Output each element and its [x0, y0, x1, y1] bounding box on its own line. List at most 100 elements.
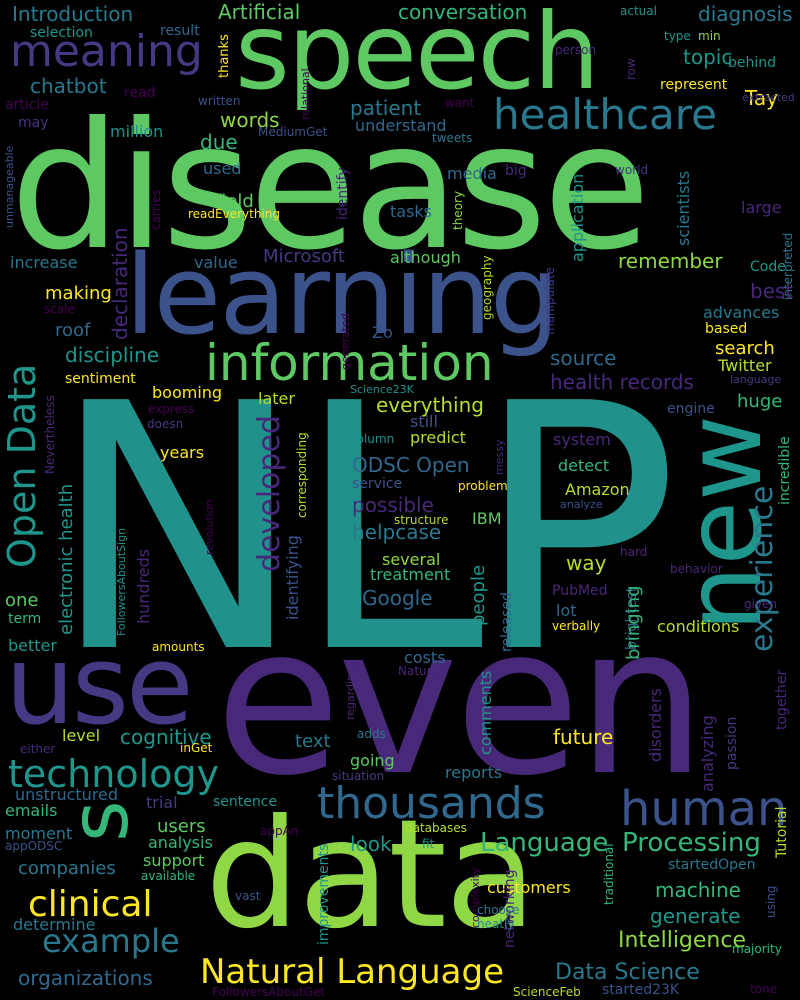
word-possible: possible: [352, 493, 434, 517]
word-situation: situation: [332, 769, 385, 783]
word-natural: Natural: [398, 664, 443, 678]
word-companies: companies: [18, 858, 116, 879]
word-tay: Tay: [745, 86, 778, 110]
word-improvements: improvements: [316, 843, 332, 945]
word-information: information: [205, 334, 494, 392]
word-still: still: [410, 412, 438, 431]
word-disease: disease: [10, 86, 651, 289]
word-bringing: bringing: [623, 585, 644, 661]
word-one: one: [5, 590, 39, 611]
word-thanks: thanks: [217, 34, 232, 78]
word-problem: problem: [458, 479, 508, 493]
word-declaration: declaration: [108, 227, 132, 340]
word-odsc-open: ODSC Open: [352, 453, 470, 477]
word-startedopen: startedOpen: [668, 857, 756, 873]
word-engine: engine: [667, 401, 715, 417]
word-value: value: [194, 253, 238, 272]
word-natural-language: Natural Language: [200, 952, 505, 992]
word-years: years: [160, 443, 205, 462]
word-even: even: [215, 583, 706, 821]
word-want: want: [445, 96, 475, 110]
word-code: Code: [750, 259, 786, 275]
word-person: person: [555, 43, 597, 57]
word-represent: represent: [660, 77, 728, 93]
word-corresponding: corresponding: [295, 432, 309, 518]
word-messy: messy: [493, 439, 506, 475]
word-look: look: [350, 832, 392, 856]
word-large: large: [741, 198, 782, 217]
word-may: may: [18, 115, 49, 131]
word-clinical: clinical: [28, 884, 153, 925]
word-analyzing: analyzing: [698, 715, 717, 792]
word-released: released: [499, 592, 515, 652]
word-structure: structure: [394, 513, 449, 527]
word-relational: relational: [299, 68, 312, 120]
word-data: data: [205, 788, 537, 962]
word-million: million: [110, 122, 164, 141]
word-remember: remember: [618, 249, 723, 273]
word-using: using: [764, 885, 778, 918]
word-big: big: [505, 163, 527, 179]
word-type: type: [664, 29, 691, 43]
word-term: term: [8, 611, 42, 627]
word-traditional: traditional: [602, 843, 616, 905]
word-used: used: [203, 159, 242, 178]
word-language: Language: [480, 828, 609, 858]
word-passion: passion: [724, 716, 740, 770]
word-amounts: amounts: [152, 640, 205, 654]
word-amazon: Amazon: [565, 480, 630, 499]
word-appan: appAn: [260, 824, 299, 838]
word-doesn: doesn: [147, 417, 184, 431]
word-predict: predict: [410, 428, 466, 447]
word-example: example: [42, 922, 180, 960]
word-behavior: behavior: [670, 562, 723, 576]
word-developed: developed: [252, 415, 287, 572]
word-theory: theory: [451, 190, 465, 230]
word-majority: majority: [732, 942, 782, 956]
word-nevertheless: Nevertheless: [43, 395, 57, 474]
word-generate: generate: [650, 904, 741, 928]
word-due: due: [200, 130, 238, 154]
word-identify: identify: [335, 167, 351, 220]
word-tasks: tasks: [390, 202, 433, 221]
word-advances: advances: [703, 303, 780, 322]
word-started23k: started23K: [602, 982, 680, 998]
word-pubmed: PubMed: [552, 583, 608, 599]
word-express: express: [148, 402, 195, 416]
word-patient: patient: [350, 96, 422, 120]
word-treatment: treatment: [370, 565, 451, 584]
word-written: written: [198, 94, 241, 108]
word-conversation: conversation: [398, 0, 528, 24]
word-readeverything: readEverything: [188, 207, 280, 221]
word-future: future: [553, 725, 614, 749]
word-level: level: [62, 726, 101, 745]
word-hard: hard: [620, 545, 648, 559]
word-technology: technology: [8, 752, 220, 796]
word-healthcare: healthcare: [493, 90, 717, 139]
word-application: application: [568, 173, 587, 262]
word-zo: Zo: [372, 323, 393, 342]
word-read: read: [124, 85, 156, 101]
word-everything: everything: [376, 393, 484, 417]
word-analyze: analyze: [560, 498, 603, 511]
word-based: based: [705, 321, 748, 337]
word-microsoft: Microsoft: [263, 246, 345, 267]
word-verbally: verbally: [552, 619, 601, 633]
word-incredible: incredible: [777, 436, 793, 505]
word-science23k: Science23K: [350, 383, 414, 396]
word-huge: huge: [737, 391, 783, 412]
word-support: support: [143, 851, 205, 870]
word-manipulate: manipulate: [543, 267, 557, 335]
word-thousands: thousands: [317, 778, 546, 829]
word-revolution: revolution: [203, 499, 216, 555]
word-introduction: Introduction: [12, 2, 134, 26]
word-media: media: [447, 164, 497, 183]
word-regarding: regarding: [344, 666, 357, 720]
word-neatly: neatly: [477, 917, 515, 931]
word-emails: emails: [5, 801, 58, 820]
word-comments: comments: [476, 670, 495, 755]
word-processing: Processing: [622, 828, 761, 858]
word-given: given: [744, 597, 778, 611]
word-choose: choose: [477, 903, 520, 917]
word-health-records: health records: [550, 370, 694, 394]
